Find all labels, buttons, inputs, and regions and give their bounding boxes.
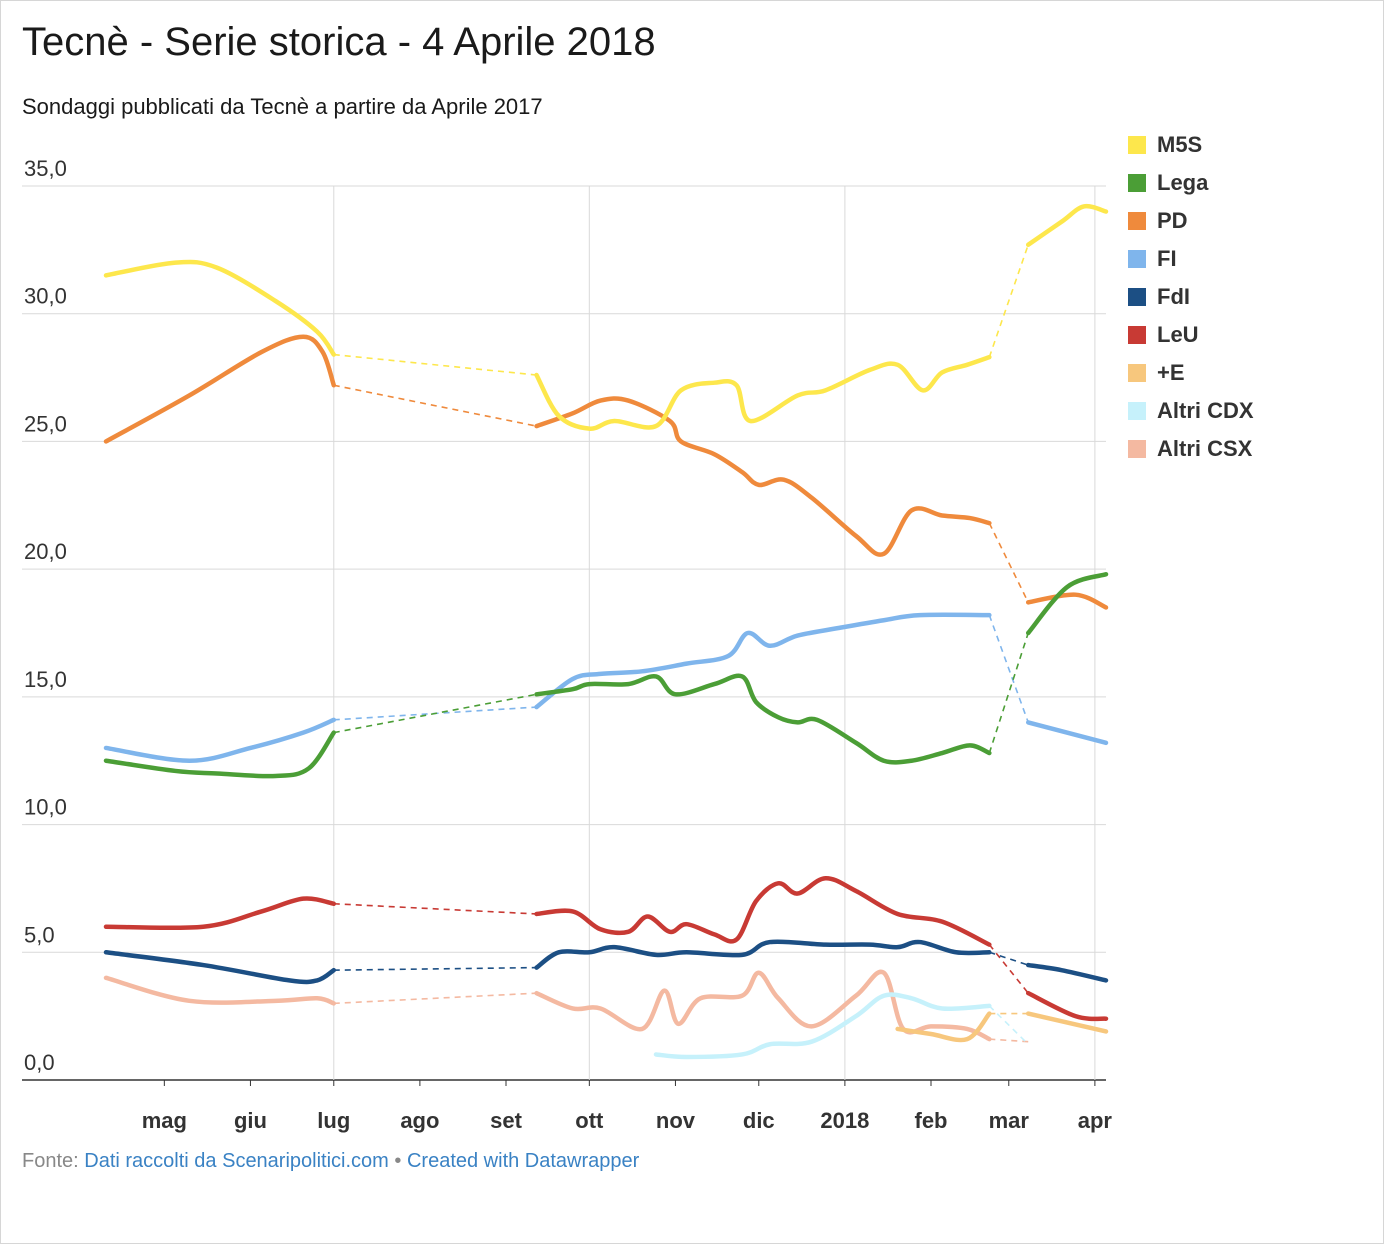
- series-line-m5s-dashed: [988, 244, 1029, 358]
- legend-label: FdI: [1157, 284, 1190, 309]
- series-lines: [103, 203, 1109, 1060]
- y-tick-label: 10,0: [24, 795, 67, 820]
- chart-subtitle: Sondaggi pubblicati da Tecnè a partire d…: [22, 94, 543, 119]
- series-line-fi: [534, 612, 992, 710]
- legend-label: Lega: [1157, 170, 1209, 195]
- gridlines: [22, 185, 1106, 1081]
- series-line-fdi: [534, 939, 992, 970]
- legend-item-plus-e: +E: [1128, 354, 1254, 392]
- series-line-altri-cdx-dashed: [988, 1005, 1029, 1045]
- legend-swatch: [1128, 136, 1146, 154]
- series-line-leu: [103, 896, 337, 931]
- y-axis-ticks: 0,0 5,0 10,0 15,0 20,0 25,0 30,0 35,0: [24, 156, 67, 1075]
- legend-item-leu: LeU: [1128, 316, 1254, 354]
- legend-label: Altri CDX: [1157, 398, 1254, 423]
- y-tick-label: 15,0: [24, 667, 67, 692]
- legend-item-altri-cdx: Altri CDX: [1128, 392, 1254, 430]
- series-line-fdi-dashed: [333, 966, 537, 971]
- series-line-m5s: [534, 354, 992, 431]
- legend-swatch: [1128, 174, 1146, 192]
- legend-item-lega: Lega: [1128, 164, 1254, 202]
- series-line-pd: [103, 334, 337, 444]
- series-line-m5s-dashed: [333, 353, 537, 376]
- series-line-leu-dashed: [333, 902, 537, 915]
- series-line-leu: [534, 875, 992, 947]
- series-line-plus-e: [1025, 1011, 1109, 1034]
- legend-label: LeU: [1157, 322, 1199, 347]
- series-line-pd: [534, 396, 992, 557]
- x-tick-label: feb: [915, 1108, 948, 1133]
- x-tick-label: ago: [400, 1108, 439, 1133]
- legend-item-altri-csx: Altri CSX: [1128, 430, 1254, 468]
- series-line-fi: [103, 717, 337, 763]
- series-line-fdi: [1025, 962, 1109, 983]
- x-tick-label: set: [490, 1108, 522, 1133]
- series-line-altri-csx: [534, 969, 992, 1042]
- source-link[interactable]: Dati raccolti da Scenaripolitici.com: [84, 1150, 389, 1172]
- series-line-lega-dashed: [333, 693, 537, 734]
- datawrapper-link[interactable]: Created with Datawrapper: [406, 1150, 640, 1172]
- legend-label: PD: [1157, 208, 1188, 233]
- legend-label: Altri CSX: [1157, 436, 1253, 461]
- series-line-lega: [534, 673, 992, 765]
- x-tick-label: apr: [1078, 1108, 1113, 1133]
- y-tick-label: 5,0: [24, 922, 55, 947]
- legend-item-fi: FI: [1128, 240, 1254, 278]
- chart-title: Tecnè - Serie storica - 4 Aprile 2018: [22, 20, 656, 64]
- legend: M5S Lega PD FI FdI LeU +E Altri CDX Altri CSX: [1128, 126, 1254, 468]
- legend-swatch: [1128, 326, 1146, 344]
- y-tick-label: 35,0: [24, 156, 67, 181]
- y-tick-label: 30,0: [24, 284, 67, 309]
- x-tick-label: nov: [656, 1108, 696, 1133]
- series-line-pd-dashed: [988, 522, 1029, 603]
- footer-separator: •: [394, 1150, 402, 1172]
- legend-label: FI: [1157, 246, 1177, 271]
- legend-item-pd: PD: [1128, 202, 1254, 240]
- series-line-lega-dashed: [988, 632, 1029, 754]
- legend-swatch: [1128, 212, 1146, 230]
- legend-label: M5S: [1157, 132, 1203, 157]
- x-tick-label: mar: [989, 1108, 1030, 1133]
- series-line-fdi-dashed: [989, 951, 1029, 966]
- series-line-pd-dashed: [333, 384, 537, 427]
- legend-swatch: [1128, 250, 1146, 268]
- series-line-pd: [1025, 592, 1109, 610]
- series-line-fi-dashed: [988, 614, 1029, 723]
- series-line-altri-cdx: [653, 992, 992, 1060]
- footer: Fonte: Dati raccolti da Scenaripolitici.…: [22, 1150, 639, 1173]
- series-line-m5s: [103, 259, 337, 357]
- series-line-lega: [1025, 572, 1109, 636]
- x-tick-label: dic: [743, 1108, 775, 1133]
- series-line-fi: [1025, 720, 1109, 746]
- x-tick-label: lug: [317, 1108, 350, 1133]
- series-line-leu: [1025, 990, 1109, 1022]
- y-tick-label: 0,0: [24, 1050, 55, 1075]
- series-line-fdi: [103, 950, 337, 985]
- legend-swatch: [1128, 440, 1146, 458]
- x-tick-label: mag: [142, 1108, 187, 1133]
- legend-label: +E: [1157, 360, 1185, 385]
- footer-prefix: Fonte:: [22, 1150, 79, 1172]
- y-tick-label: 25,0: [24, 411, 67, 436]
- series-line-m5s: [1025, 203, 1109, 247]
- series-line-plus-e: [895, 1011, 992, 1043]
- legend-item-m5s: M5S: [1128, 126, 1254, 164]
- legend-swatch: [1128, 288, 1146, 306]
- x-tick-label: giu: [234, 1108, 267, 1133]
- x-tick-label: 2018: [820, 1108, 869, 1133]
- legend-swatch: [1128, 364, 1146, 382]
- x-tick-label: ott: [575, 1108, 604, 1133]
- series-line-altri-csx-dashed: [333, 992, 537, 1005]
- y-tick-label: 20,0: [24, 539, 67, 564]
- series-line-altri-csx: [103, 975, 337, 1006]
- legend-item-fdi: FdI: [1128, 278, 1254, 316]
- series-line-lega: [103, 730, 337, 779]
- legend-swatch: [1128, 402, 1146, 420]
- x-axis-ticks: mag giu lug ago set ott nov dic 2018 feb mar apr: [142, 1080, 1113, 1133]
